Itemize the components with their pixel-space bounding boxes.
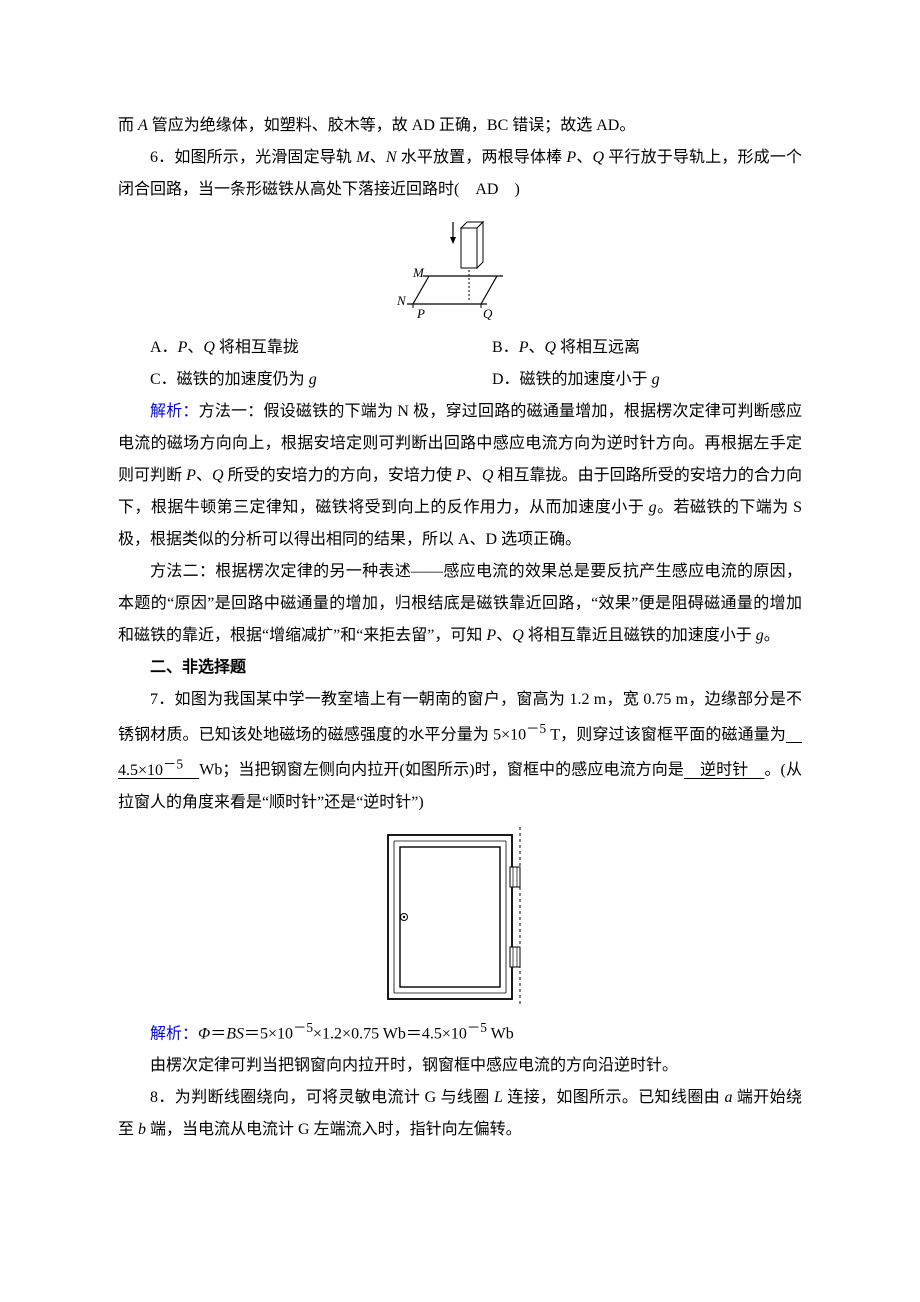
q6-exp1-s1: 、 <box>196 467 212 484</box>
intro-line: 而 A 管应为绝缘体，如塑料、胶木等，故 AD 正确，BC 错误；故选 AD。 <box>118 110 802 142</box>
q6-bar-p: P <box>566 149 576 166</box>
q7-sup1: －5 <box>526 721 546 736</box>
q8-coil-l: L <box>494 1089 503 1106</box>
q6-option-d: D．磁铁的加速度小于 g <box>460 364 802 396</box>
q6-magnet <box>461 222 483 268</box>
q7-exp-rest3: Wb <box>487 1025 514 1042</box>
q6-a-p: P <box>178 339 188 356</box>
q6-d-g: g <box>652 371 660 388</box>
q6-stem: 6．如图所示，光滑固定导轨 M、N 水平放置，两根导体棒 P、Q 平行放于导轨上… <box>118 142 802 206</box>
q6-option-c: C．磁铁的加速度仍为 g <box>118 364 460 396</box>
q7-figure <box>118 827 802 1011</box>
q6-option-a: A．P、Q 将相互靠拢 <box>118 332 460 364</box>
section-2-text: 二、非选择题 <box>150 659 246 676</box>
q6-rail-n: N <box>386 149 397 166</box>
q7-exp-rest2: ×1.2×0.75 Wb＝4.5×10 <box>313 1025 467 1042</box>
q7-exp-label: 解析： <box>150 1025 198 1042</box>
q7-ans1-sup: －5 <box>163 756 183 771</box>
q8-end-b: b <box>138 1121 146 1138</box>
q6-exp2-mid: 将相互靠近且磁铁的加速度小于 <box>524 627 756 644</box>
q7-hinge-bottom <box>510 947 520 967</box>
q6-diagram-svg: M N P Q <box>395 214 525 324</box>
q8-stem-pre: 8．为判断线圈绕向，可将灵敏电流计 G 与线圈 <box>150 1089 494 1106</box>
q6-c-prefix: C．磁铁的加速度仍为 <box>150 371 309 388</box>
q7-explanation-2: 由楞次定律可判当把钢窗向内拉开时，钢窗框中感应电流的方向沿逆时针。 <box>118 1050 802 1082</box>
q6-d-prefix: D．磁铁的加速度小于 <box>492 371 652 388</box>
q7-phi: Φ <box>198 1025 210 1042</box>
q6-exp1-p2: P <box>456 467 466 484</box>
q7-stem-mid2: Wb；当把钢窗左侧向内拉开(如图所示)时，窗框中的感应电流方向是 <box>199 762 684 779</box>
q6-rail-m: M <box>356 149 369 166</box>
q7-exp2: 由楞次定律可判当把钢窗向内拉开时，钢窗框中感应电流的方向沿逆时针。 <box>150 1057 678 1074</box>
q6-exp2-s: 、 <box>496 627 512 644</box>
q7-explanation-1: 解析：Φ＝BS＝5×10－5×1.2×0.75 Wb＝4.5×10－5 Wb <box>118 1015 802 1050</box>
q6-options: A．P、Q 将相互靠拢 B．P、Q 将相互远离 C．磁铁的加速度仍为 g D．磁… <box>118 332 802 396</box>
q6-label-n: N <box>396 293 407 308</box>
q6-b-q: Q <box>544 339 556 356</box>
q6-b-prefix: B． <box>492 339 519 356</box>
q6-b-rest: 将相互远离 <box>556 339 640 356</box>
q7-stem: 7．如图为我国某中学一教室墙上有一朝南的窗户，窗高为 1.2 m，宽 0.75 … <box>118 684 802 819</box>
q6-figure: M N P Q <box>118 214 802 328</box>
q7-exp-sup2: －5 <box>467 1020 487 1035</box>
q7-diagram-svg <box>380 827 540 1007</box>
q7-exp-sup1: －5 <box>293 1020 313 1035</box>
q6-exp2-g: g <box>756 627 764 644</box>
q6-bar-q: Q <box>593 149 605 166</box>
q7-answer-2: 逆时针 <box>684 762 765 779</box>
q7-exp-rest1: ＝5×10 <box>244 1025 293 1042</box>
q6-exp1-g: g <box>649 499 657 516</box>
q6-b-p: P <box>519 339 529 356</box>
q6-a-q: Q <box>203 339 215 356</box>
q7-ans1-post <box>183 762 199 779</box>
page: 而 A 管应为绝缘体，如塑料、胶木等，故 AD 正确，BC 错误；故选 AD。 … <box>0 0 920 1206</box>
q6-label-q: Q <box>483 306 493 321</box>
section-2-heading: 二、非选择题 <box>118 652 802 684</box>
q7-hinge-top <box>510 867 520 887</box>
q7-eq1: ＝ <box>210 1025 226 1042</box>
q6-explanation-2: 方法二：根据楞次定律的另一种表述——感应电流的效果总是要反抗产生感应电流的原因，… <box>118 556 802 652</box>
q8-end-a: a <box>725 1089 733 1106</box>
q6-stem-prefix: 6．如图所示，光滑固定导轨 <box>150 149 356 166</box>
q8-stem-end: 端，当电流从电流计 G 左端流入时，指针向左偏转。 <box>146 1121 522 1138</box>
q6-exp2-end: 。 <box>764 627 780 644</box>
q6-exp1-s2: 、 <box>466 467 482 484</box>
q6-exp2-q: Q <box>512 627 524 644</box>
q6-label-m: M <box>412 265 425 280</box>
q6-a-sep: 、 <box>187 339 203 356</box>
q6-exp-label: 解析： <box>150 403 199 420</box>
q6-a-prefix: A． <box>150 339 178 356</box>
q6-c-g: g <box>309 371 317 388</box>
q6-exp1-p1: P <box>186 467 196 484</box>
q6-exp1-q1: Q <box>212 467 224 484</box>
q7-bs: BS <box>226 1025 244 1042</box>
q6-label-p: P <box>416 306 425 321</box>
q6-b-sep: 、 <box>528 339 544 356</box>
q6-exp1-q2: Q <box>482 467 494 484</box>
q6-a-rest: 将相互靠拢 <box>215 339 299 356</box>
q8-stem: 8．为判断线圈绕向，可将灵敏电流计 G 与线圈 L 连接，如图所示。已知线圈由 … <box>118 1082 802 1146</box>
q6-exp1-mid1: 所受的安培力的方向，安培力使 <box>224 467 456 484</box>
q6-explanation-1: 解析：方法一：假设磁铁的下端为 N 极，穿过回路的磁通量增加，根据楞次定律可判断… <box>118 396 802 556</box>
q8-stem-mid1: 连接，如图所示。已知线圈由 <box>503 1089 725 1106</box>
q6-exp2-p: P <box>486 627 496 644</box>
q6-sep1: 、 <box>370 149 386 166</box>
q6-option-b: B．P、Q 将相互远离 <box>460 332 802 364</box>
q6-stem-mid1: 水平放置，两根导体棒 <box>397 149 567 166</box>
intro-text: 而 A 管应为绝缘体，如塑料、胶木等，故 AD 正确，BC 错误；故选 AD。 <box>118 117 635 134</box>
q6-sep2: 、 <box>576 149 592 166</box>
q7-stem-mid1: T，则穿过该窗框平面的磁通量为 <box>546 726 786 743</box>
